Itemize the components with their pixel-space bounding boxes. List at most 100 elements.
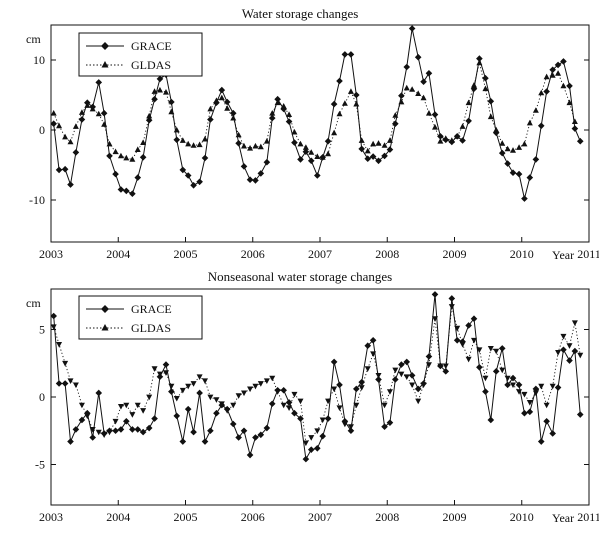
- data-point-grace: [100, 109, 108, 117]
- panel-water-storage: Water storage changes cm Year 2003 2004 20…: [26, 6, 599, 262]
- y-tick-label: 0: [39, 390, 45, 404]
- data-point-grace: [392, 376, 399, 383]
- data-point-grace: [341, 51, 349, 58]
- data-point-gldas: [471, 82, 478, 88]
- data-point-grace: [537, 122, 545, 130]
- data-point-grace: [386, 419, 394, 426]
- data-point-gldas: [179, 387, 186, 394]
- data-point-gldas: [297, 398, 304, 405]
- data-point-gldas: [314, 153, 321, 159]
- data-point-grace: [554, 384, 562, 391]
- data-point-grace: [139, 154, 147, 161]
- data-point-gldas: [123, 154, 130, 161]
- data-point-gldas: [314, 428, 321, 434]
- data-point-gldas: [577, 352, 584, 359]
- data-point-gldas: [487, 113, 494, 120]
- x-tick-label: 2011: [577, 247, 599, 261]
- x-tick-label: 2004: [106, 247, 130, 261]
- data-point-gldas: [341, 421, 348, 428]
- data-point-grace: [314, 172, 321, 179]
- data-point-grace: [117, 426, 125, 433]
- data-point-gldas: [516, 389, 523, 395]
- data-point-gldas: [538, 89, 545, 96]
- y-tick-label: -5: [35, 458, 45, 472]
- data-point-gldas: [325, 398, 332, 405]
- data-point-gldas: [409, 382, 416, 389]
- data-point-gldas: [415, 398, 422, 405]
- data-point-gldas: [308, 435, 315, 441]
- data-point-gldas: [50, 324, 57, 330]
- data-point-gldas: [78, 402, 85, 409]
- data-point-grace: [201, 154, 209, 162]
- data-point-gldas: [89, 427, 96, 433]
- data-point-grace: [470, 315, 478, 322]
- data-point-gldas: [437, 138, 444, 144]
- data-point-grace: [543, 88, 550, 95]
- data-point-gldas: [398, 371, 405, 378]
- data-point-gldas: [459, 123, 466, 129]
- data-point-grace: [537, 438, 545, 445]
- data-point-gldas: [252, 383, 259, 390]
- legend-box: [78, 32, 203, 77]
- data-point-grace: [314, 445, 321, 452]
- data-point-grace: [168, 388, 175, 395]
- data-point-grace: [375, 157, 382, 165]
- data-point-gldas: [252, 142, 259, 149]
- x-tick-label: 2007: [308, 510, 332, 524]
- data-point-gldas: [493, 348, 500, 355]
- data-point-gldas: [347, 88, 354, 94]
- data-point-grace: [398, 361, 405, 368]
- data-point-gldas: [62, 133, 69, 140]
- data-point-grace: [117, 186, 125, 193]
- y-tick-label: 10: [33, 53, 45, 67]
- data-point-grace: [123, 187, 130, 195]
- data-point-grace: [297, 156, 304, 163]
- data-point-gldas: [392, 367, 399, 374]
- data-point-gldas: [364, 366, 371, 372]
- data-point-gldas: [162, 370, 169, 376]
- data-point-grace: [190, 428, 197, 436]
- y-tick-label: -10: [29, 193, 45, 207]
- data-point-gldas: [331, 129, 338, 136]
- data-point-grace: [257, 431, 265, 439]
- data-point-gldas: [493, 126, 500, 133]
- x-tick-label: 2004: [106, 510, 130, 524]
- x-axis-label: Year: [552, 248, 574, 262]
- data-point-grace: [229, 109, 237, 117]
- data-point-grace: [196, 389, 203, 397]
- data-point-grace: [487, 98, 495, 105]
- data-point-gldas: [560, 82, 567, 89]
- data-point-grace: [61, 380, 69, 387]
- data-point-gldas: [353, 100, 360, 107]
- data-point-gldas: [140, 139, 147, 145]
- data-point-gldas: [381, 402, 388, 409]
- x-tick-label: 2010: [510, 247, 534, 261]
- data-point-gldas: [134, 146, 141, 152]
- data-point-gldas: [196, 141, 203, 148]
- data-point-gldas: [129, 412, 136, 418]
- x-tick-label: 2006: [241, 247, 265, 261]
- y-unit-label: cm: [26, 296, 41, 310]
- data-point-gldas: [207, 394, 214, 401]
- data-point-grace: [207, 116, 214, 123]
- data-point-grace: [453, 337, 461, 344]
- data-point-grace: [151, 415, 158, 422]
- data-point-gldas: [168, 108, 175, 115]
- data-point-gldas: [56, 122, 63, 129]
- data-point-gldas: [257, 143, 264, 150]
- data-point-grace: [448, 295, 456, 302]
- data-point-gldas: [84, 413, 91, 420]
- data-point-grace: [560, 58, 567, 65]
- data-point-grace: [442, 368, 450, 375]
- x-tick-label: 2008: [375, 247, 399, 261]
- data-point-gldas: [319, 154, 326, 160]
- legend-marker-gldas-triangle-icon: [101, 61, 109, 68]
- data-point-grace: [307, 157, 315, 165]
- data-point-grace: [297, 415, 304, 422]
- data-point-grace: [431, 111, 439, 118]
- data-point-gldas: [263, 378, 270, 384]
- data-point-gldas: [297, 140, 304, 147]
- data-point-grace: [403, 63, 411, 71]
- data-point-grace: [482, 388, 489, 395]
- axis-ticks: 2003 2004 2005 2006 2007 2008 2009 2010 2011 5 0 -5: [35, 323, 599, 525]
